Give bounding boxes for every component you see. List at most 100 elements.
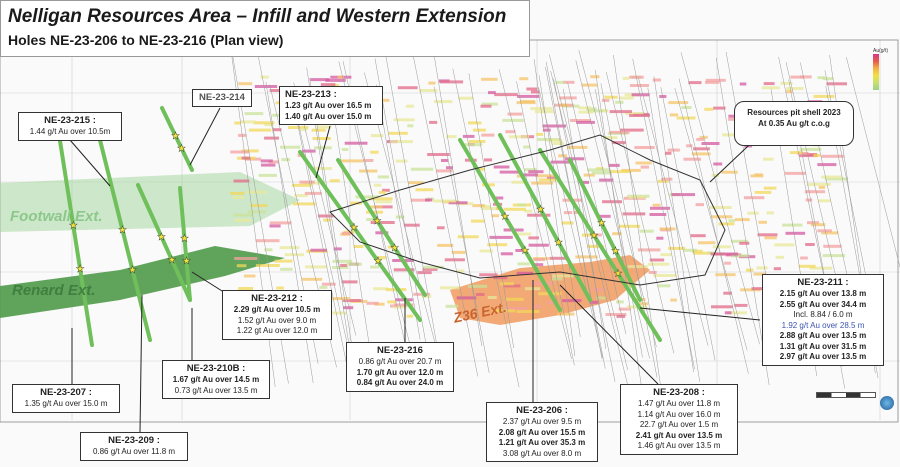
grade-block	[743, 196, 765, 200]
new-drillhole-trace	[336, 158, 427, 297]
assay-line: Incl. 8.84 / 6.0 m	[793, 310, 853, 319]
grade-block	[575, 255, 598, 259]
assay-line: 2.55 g/t Au over 34.4 m	[779, 299, 867, 309]
grade-block	[395, 215, 405, 219]
intercept-star-icon: ★	[177, 143, 186, 154]
renard-extension-zone	[0, 246, 285, 318]
intercept-star-icon: ★	[157, 232, 166, 243]
grade-block	[581, 180, 590, 184]
grade-block	[340, 263, 348, 267]
grade-block	[757, 233, 778, 237]
grade-block	[481, 102, 498, 106]
grade-block	[305, 265, 328, 269]
grade-block	[722, 133, 745, 137]
grade-block	[341, 148, 349, 151]
grade-block	[807, 182, 831, 186]
grade-block	[363, 159, 374, 162]
grade-block	[355, 195, 379, 199]
grade-block	[238, 82, 253, 86]
grade-block	[535, 174, 557, 178]
grade-block	[625, 112, 644, 115]
grade-block	[627, 265, 648, 269]
grade-block	[804, 190, 826, 194]
grade-block	[425, 188, 434, 192]
callout-ne-23-216: NE-23-216 0.86 g/t Au over 20.7 m 1.70 g…	[346, 342, 454, 392]
assay-line: 0.86 g/t Au over 11.8 m	[92, 447, 176, 456]
grade-block	[366, 210, 383, 214]
grade-block	[241, 149, 259, 153]
grade-block	[254, 85, 278, 88]
grade-block	[493, 165, 510, 169]
grade-block	[660, 253, 672, 257]
grade-block	[710, 252, 726, 256]
grade-block	[415, 188, 426, 192]
grade-block	[241, 156, 251, 160]
grade-block	[669, 113, 679, 117]
grade-block	[756, 266, 768, 270]
grade-block	[650, 206, 671, 210]
grade-block	[250, 204, 268, 208]
grade-block	[511, 180, 525, 184]
grade-block	[578, 106, 591, 110]
grade-block	[547, 138, 563, 142]
assay-line: 2.08 g/t Au over 15.5 m	[498, 427, 586, 437]
callout-ne-23-215: NE-23-215 : 1.44 g/t Au over 10.5m	[18, 112, 122, 141]
historic-drill-trace	[680, 52, 760, 345]
callout-ne-23-210b: NE-23-210B : 1.67 g/t Au over 14.5 m 0.7…	[162, 360, 270, 399]
grade-block	[555, 80, 565, 84]
grade-block	[739, 241, 750, 245]
grade-block	[321, 282, 336, 286]
grade-block	[813, 153, 821, 157]
grade-block	[387, 245, 395, 249]
legend-title: Au(g/t)	[873, 48, 889, 54]
callout-ne-23-207: NE-23-207 : 1.35 g/t Au over 15.0 m	[12, 384, 120, 413]
grade-block	[763, 82, 775, 86]
historic-drill-trace	[846, 57, 900, 269]
grade-block	[461, 143, 483, 147]
grade-block	[503, 284, 521, 288]
grade-block	[423, 265, 444, 269]
grade-block	[248, 128, 272, 132]
grade-block	[635, 161, 652, 165]
grade-block	[817, 229, 832, 233]
grade-block	[805, 198, 813, 202]
grade-block	[340, 159, 364, 163]
grade-block	[652, 203, 661, 207]
historic-drill-trace	[549, 54, 628, 370]
assay-line: 2.88 g/t Au over 13.5 m	[779, 331, 867, 340]
grade-block	[234, 121, 241, 125]
grade-block	[230, 191, 245, 195]
grade-block	[311, 128, 326, 132]
grade-block	[468, 284, 488, 288]
grade-block	[634, 146, 655, 149]
intercept-star-icon: ★	[597, 218, 606, 229]
grade-block	[327, 297, 350, 301]
grade-block	[373, 287, 388, 291]
grade-block	[456, 296, 477, 300]
grade-block	[528, 236, 539, 240]
grade-block	[683, 157, 701, 161]
intercept-star-icon: ★	[180, 233, 189, 244]
grade-block	[344, 141, 368, 145]
historic-drill-trace	[545, 61, 603, 360]
grade-block	[586, 107, 597, 111]
grade-block	[581, 83, 598, 87]
grade-block	[499, 170, 521, 174]
grade-block	[370, 221, 395, 224]
grade-block	[724, 261, 731, 265]
grade-block	[681, 106, 692, 109]
grade-block	[538, 178, 557, 182]
grade-block	[590, 75, 600, 79]
grade-block	[552, 274, 574, 278]
historic-drill-trace	[538, 75, 581, 337]
intercept-star-icon: ★	[536, 204, 545, 215]
grade-block	[611, 141, 626, 145]
renard-extension-label: Renard Ext.	[12, 282, 96, 299]
grade-block	[390, 304, 397, 308]
hole-name: NE-23-212 :	[251, 293, 303, 304]
grade-block	[562, 80, 575, 84]
assay-line: 2.97 g/t Au over 13.5 m	[779, 352, 867, 361]
grade-block	[656, 236, 664, 240]
assay-line: 2.37 g/t Au over 9.5 m	[502, 417, 582, 426]
grade-block	[439, 80, 464, 84]
